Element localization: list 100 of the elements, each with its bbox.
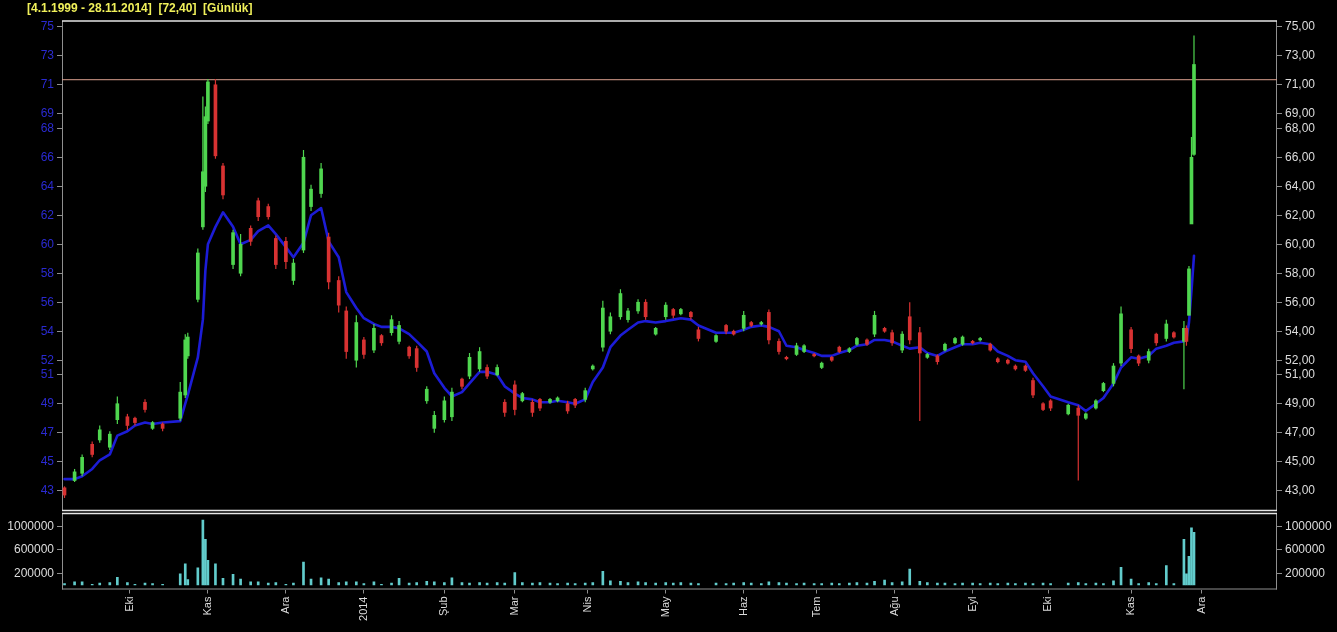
- bar: [936, 582, 939, 586]
- bar: [583, 582, 587, 586]
- x-tick-label: Kas: [200, 596, 213, 616]
- y2-tick-label: 49,00: [1285, 396, 1316, 411]
- candlestick: [372, 323, 376, 354]
- candlestick: [907, 301, 912, 345]
- bar: [183, 563, 187, 586]
- bar: [249, 581, 252, 586]
- bar: [1076, 582, 1080, 586]
- y-tick-label: 43: [40, 483, 55, 498]
- bar: [988, 582, 992, 586]
- bar: [531, 582, 534, 586]
- y-tick-label: 51: [40, 367, 55, 382]
- bar: [214, 563, 217, 586]
- x-tick-label: Mar: [507, 596, 520, 616]
- y2-tick-label: 56,00: [1285, 294, 1316, 309]
- bar: [327, 578, 330, 586]
- y2-tick-label: 75,00: [1285, 19, 1316, 34]
- candlestick: [80, 453, 84, 477]
- bar: [292, 582, 295, 586]
- y-tick-label: 71: [40, 77, 55, 92]
- bar: [900, 581, 904, 586]
- bar: [1190, 527, 1193, 586]
- y-tick-label: 62: [40, 207, 55, 222]
- candlestick: [309, 184, 313, 212]
- candlestick: [284, 236, 288, 270]
- bar: [1066, 582, 1070, 586]
- y2-tick-label: 58,00: [1285, 265, 1316, 280]
- bar: [274, 582, 278, 586]
- x-tick-label: Eki: [122, 596, 135, 612]
- chart-title: [4.1.1999 - 28.11.2014] [72,40] [Günlük]: [27, 1, 253, 15]
- bar: [354, 581, 358, 586]
- x-tick-label: May: [658, 596, 671, 618]
- y2-tick-label: 62,00: [1285, 207, 1316, 222]
- y-tick-label: 1000000: [7, 518, 55, 533]
- y2-tick-label: 200000: [1285, 565, 1326, 580]
- bar: [178, 573, 182, 586]
- y-tick-label: 49: [40, 396, 55, 411]
- bar: [337, 582, 341, 586]
- x-tick-label: Şub: [437, 596, 450, 617]
- y2-tick-label: 54,00: [1285, 323, 1316, 338]
- bar: [566, 582, 569, 586]
- y2-tick-label: 69,00: [1285, 106, 1316, 121]
- y-tick-label: 73: [40, 48, 55, 63]
- y2-tick-label: 600000: [1285, 542, 1326, 557]
- candlestick: [107, 430, 112, 451]
- bar: [1147, 582, 1151, 586]
- bar: [619, 581, 622, 586]
- y2-tick-label: 43,00: [1285, 483, 1316, 498]
- x-tick-label: Eyl: [965, 596, 978, 612]
- y2-tick-label: 68,00: [1285, 120, 1316, 135]
- bar: [266, 582, 270, 586]
- bar: [961, 582, 964, 586]
- y-tick-label: 58: [40, 265, 55, 280]
- bar: [344, 581, 348, 586]
- bar: [256, 581, 260, 586]
- x-tick-label: Haz: [736, 596, 749, 617]
- y2-tick-label: 52,00: [1285, 352, 1316, 367]
- bar: [478, 582, 481, 586]
- y2-tick-label: 1000000: [1285, 518, 1333, 533]
- bar: [443, 582, 446, 586]
- bar: [732, 582, 735, 586]
- bar: [926, 582, 929, 586]
- y-tick-label: 66: [40, 149, 55, 164]
- candlestick: [432, 410, 437, 434]
- y-tick-label: 56: [40, 294, 55, 309]
- y-tick-label: 69: [40, 106, 55, 121]
- candlestick: [362, 336, 366, 360]
- candlestick: [1031, 377, 1035, 399]
- x-tick-label: Tem: [809, 596, 822, 618]
- y-tick-label: 68: [40, 120, 55, 135]
- bar: [873, 581, 876, 586]
- candlestick: [741, 310, 746, 332]
- y2-tick-label: 66,00: [1285, 149, 1316, 164]
- bar: [609, 580, 612, 586]
- y2-tick-label: 71,00: [1285, 77, 1316, 92]
- bar: [883, 579, 886, 586]
- bar: [116, 576, 119, 586]
- candlestick: [256, 197, 261, 222]
- x-tick-label: Ara: [278, 595, 291, 614]
- y-tick-label: 45: [40, 454, 55, 469]
- candlestick: [414, 345, 419, 373]
- x-tick-label: 2014: [356, 596, 369, 621]
- bar: [390, 582, 393, 586]
- candlestick: [1129, 326, 1133, 354]
- bar: [742, 582, 746, 586]
- bar: [918, 581, 922, 586]
- y-tick-label: 75: [40, 19, 55, 34]
- bar: [415, 582, 419, 586]
- bar: [432, 581, 436, 586]
- bar: [503, 582, 507, 586]
- bar: [1164, 565, 1168, 586]
- bar: [664, 582, 668, 586]
- x-tick-label: Kas: [1124, 596, 1137, 616]
- bar: [1112, 580, 1115, 586]
- bar: [98, 582, 102, 586]
- x-tick-label: Ağu: [887, 596, 900, 617]
- bar: [908, 568, 912, 586]
- y2-tick-label: 64,00: [1285, 178, 1316, 193]
- bar: [108, 582, 112, 586]
